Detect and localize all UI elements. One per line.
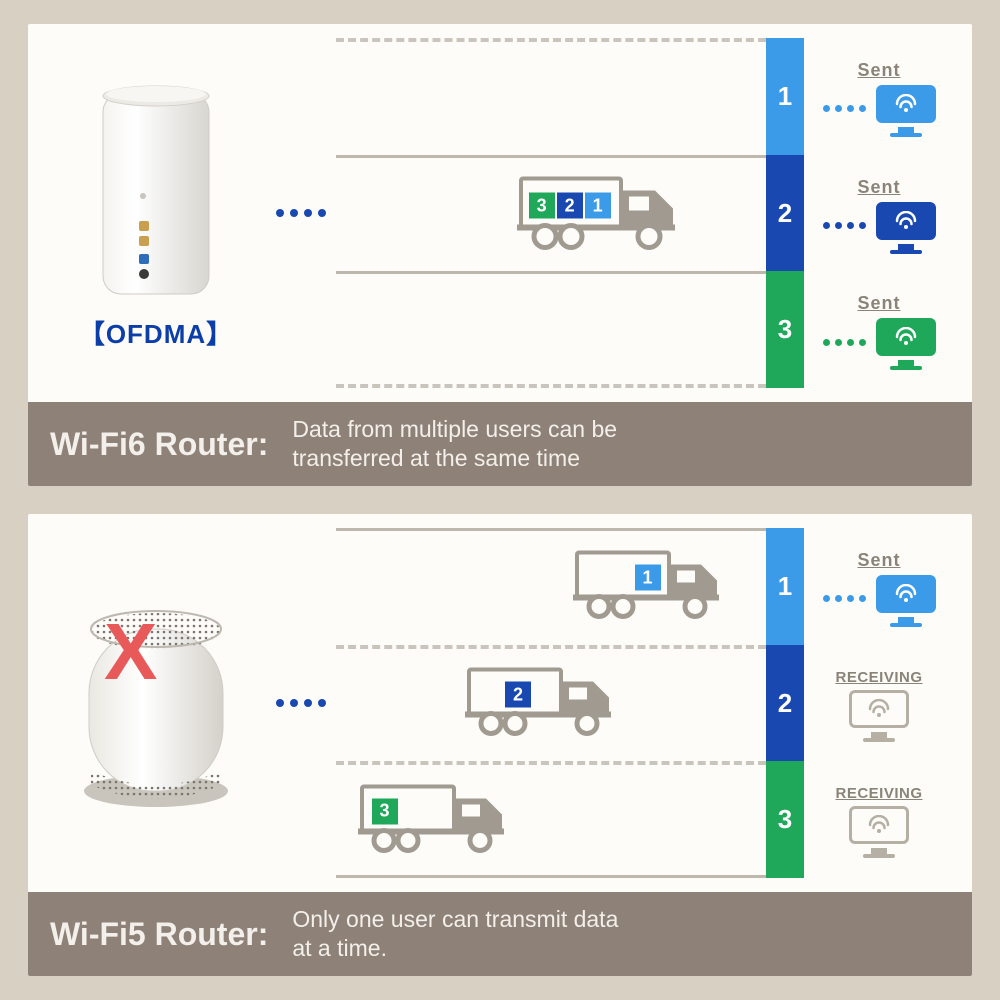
device-slot: RECEIVING [804, 761, 954, 878]
wifi5-markers: 1 2 3 [766, 528, 804, 878]
dots-icon [276, 209, 326, 217]
truck-icon: 2 [465, 662, 625, 745]
truck-box: 3 [529, 193, 555, 219]
lane-marker: 2 [766, 155, 804, 272]
wifi5-dots-col [266, 528, 336, 878]
wifi6-lane-1 [336, 38, 766, 155]
wifi6-dots-col [266, 38, 336, 388]
wifi6-devices: Sent Sent [804, 38, 954, 388]
lane-marker: 3 [766, 271, 804, 388]
footer-title: Wi-Fi6 Router: [50, 426, 268, 463]
device-status: Sent [857, 550, 900, 571]
wifi5-lane-3: 3 [336, 761, 766, 878]
monitor-icon [849, 690, 909, 738]
wifi5-body: X 1 [28, 514, 972, 892]
dots-icon [823, 222, 866, 229]
device-status: RECEIVING [835, 785, 922, 802]
footer-desc: Data from multiple users can be transfer… [292, 415, 617, 473]
wifi6-panel: 【OFDMA】 [28, 24, 972, 486]
monitor-icon [876, 202, 936, 250]
wifi6-markers: 1 2 3 [766, 38, 804, 388]
device-slot: Sent [804, 528, 954, 645]
wifi5-footer: Wi-Fi5 Router: Only one user can transmi… [28, 892, 972, 976]
truck-boxes: 3 2 1 [529, 193, 611, 219]
truck-box: 1 [585, 193, 611, 219]
dots-icon [823, 339, 866, 346]
wifi6-router-icon [81, 76, 231, 306]
footer-title: Wi-Fi5 Router: [50, 916, 268, 953]
wifi6-lane-3 [336, 271, 766, 388]
wifi6-lane-2: 3 2 1 [336, 155, 766, 272]
dots-icon [823, 105, 866, 112]
device-slot: Sent [804, 155, 954, 272]
footer-desc: Only one user can transmit data at a tim… [292, 905, 618, 963]
device-slot: Sent [804, 271, 954, 388]
truck-box: 3 [372, 798, 398, 824]
monitor-icon [849, 806, 909, 854]
wifi5-panel: X 1 [28, 514, 972, 976]
wifi5-lane-1: 1 [336, 528, 766, 645]
truck-icon: 3 [358, 778, 518, 861]
device-slot: RECEIVING [804, 645, 954, 762]
ofdma-label: 【OFDMA】 [79, 314, 233, 351]
wifi6-lanes: 3 2 1 [336, 38, 766, 388]
truck-box: 1 [635, 565, 661, 591]
monitor-icon [876, 85, 936, 133]
x-mark-icon: X [104, 606, 157, 698]
truck-icon: 1 [573, 545, 733, 628]
truck-icon: 3 2 1 [517, 169, 687, 258]
monitor-icon [876, 318, 936, 366]
wifi5-devices: Sent RECEIVING [804, 528, 954, 878]
lane-marker: 3 [766, 761, 804, 878]
dots-icon [823, 595, 866, 602]
wifi5-router-col: X [46, 528, 266, 878]
wifi5-lane-2: 2 [336, 645, 766, 762]
lane-marker: 2 [766, 645, 804, 762]
wifi6-body: 【OFDMA】 [28, 24, 972, 402]
wifi6-router-col: 【OFDMA】 [46, 38, 266, 388]
lane-marker: 1 [766, 38, 804, 155]
truck-box: 2 [505, 682, 531, 708]
device-status: Sent [857, 293, 900, 314]
device-status: RECEIVING [835, 669, 922, 686]
dots-icon [276, 699, 326, 707]
device-slot: Sent [804, 38, 954, 155]
lane-marker: 1 [766, 528, 804, 645]
wifi6-footer: Wi-Fi6 Router: Data from multiple users … [28, 402, 972, 486]
truck-box: 2 [557, 193, 583, 219]
device-status: Sent [857, 60, 900, 81]
device-status: Sent [857, 177, 900, 198]
wifi5-lanes: 1 2 3 [336, 528, 766, 878]
monitor-icon [876, 575, 936, 623]
infographic-canvas: 【OFDMA】 [0, 0, 1000, 1000]
